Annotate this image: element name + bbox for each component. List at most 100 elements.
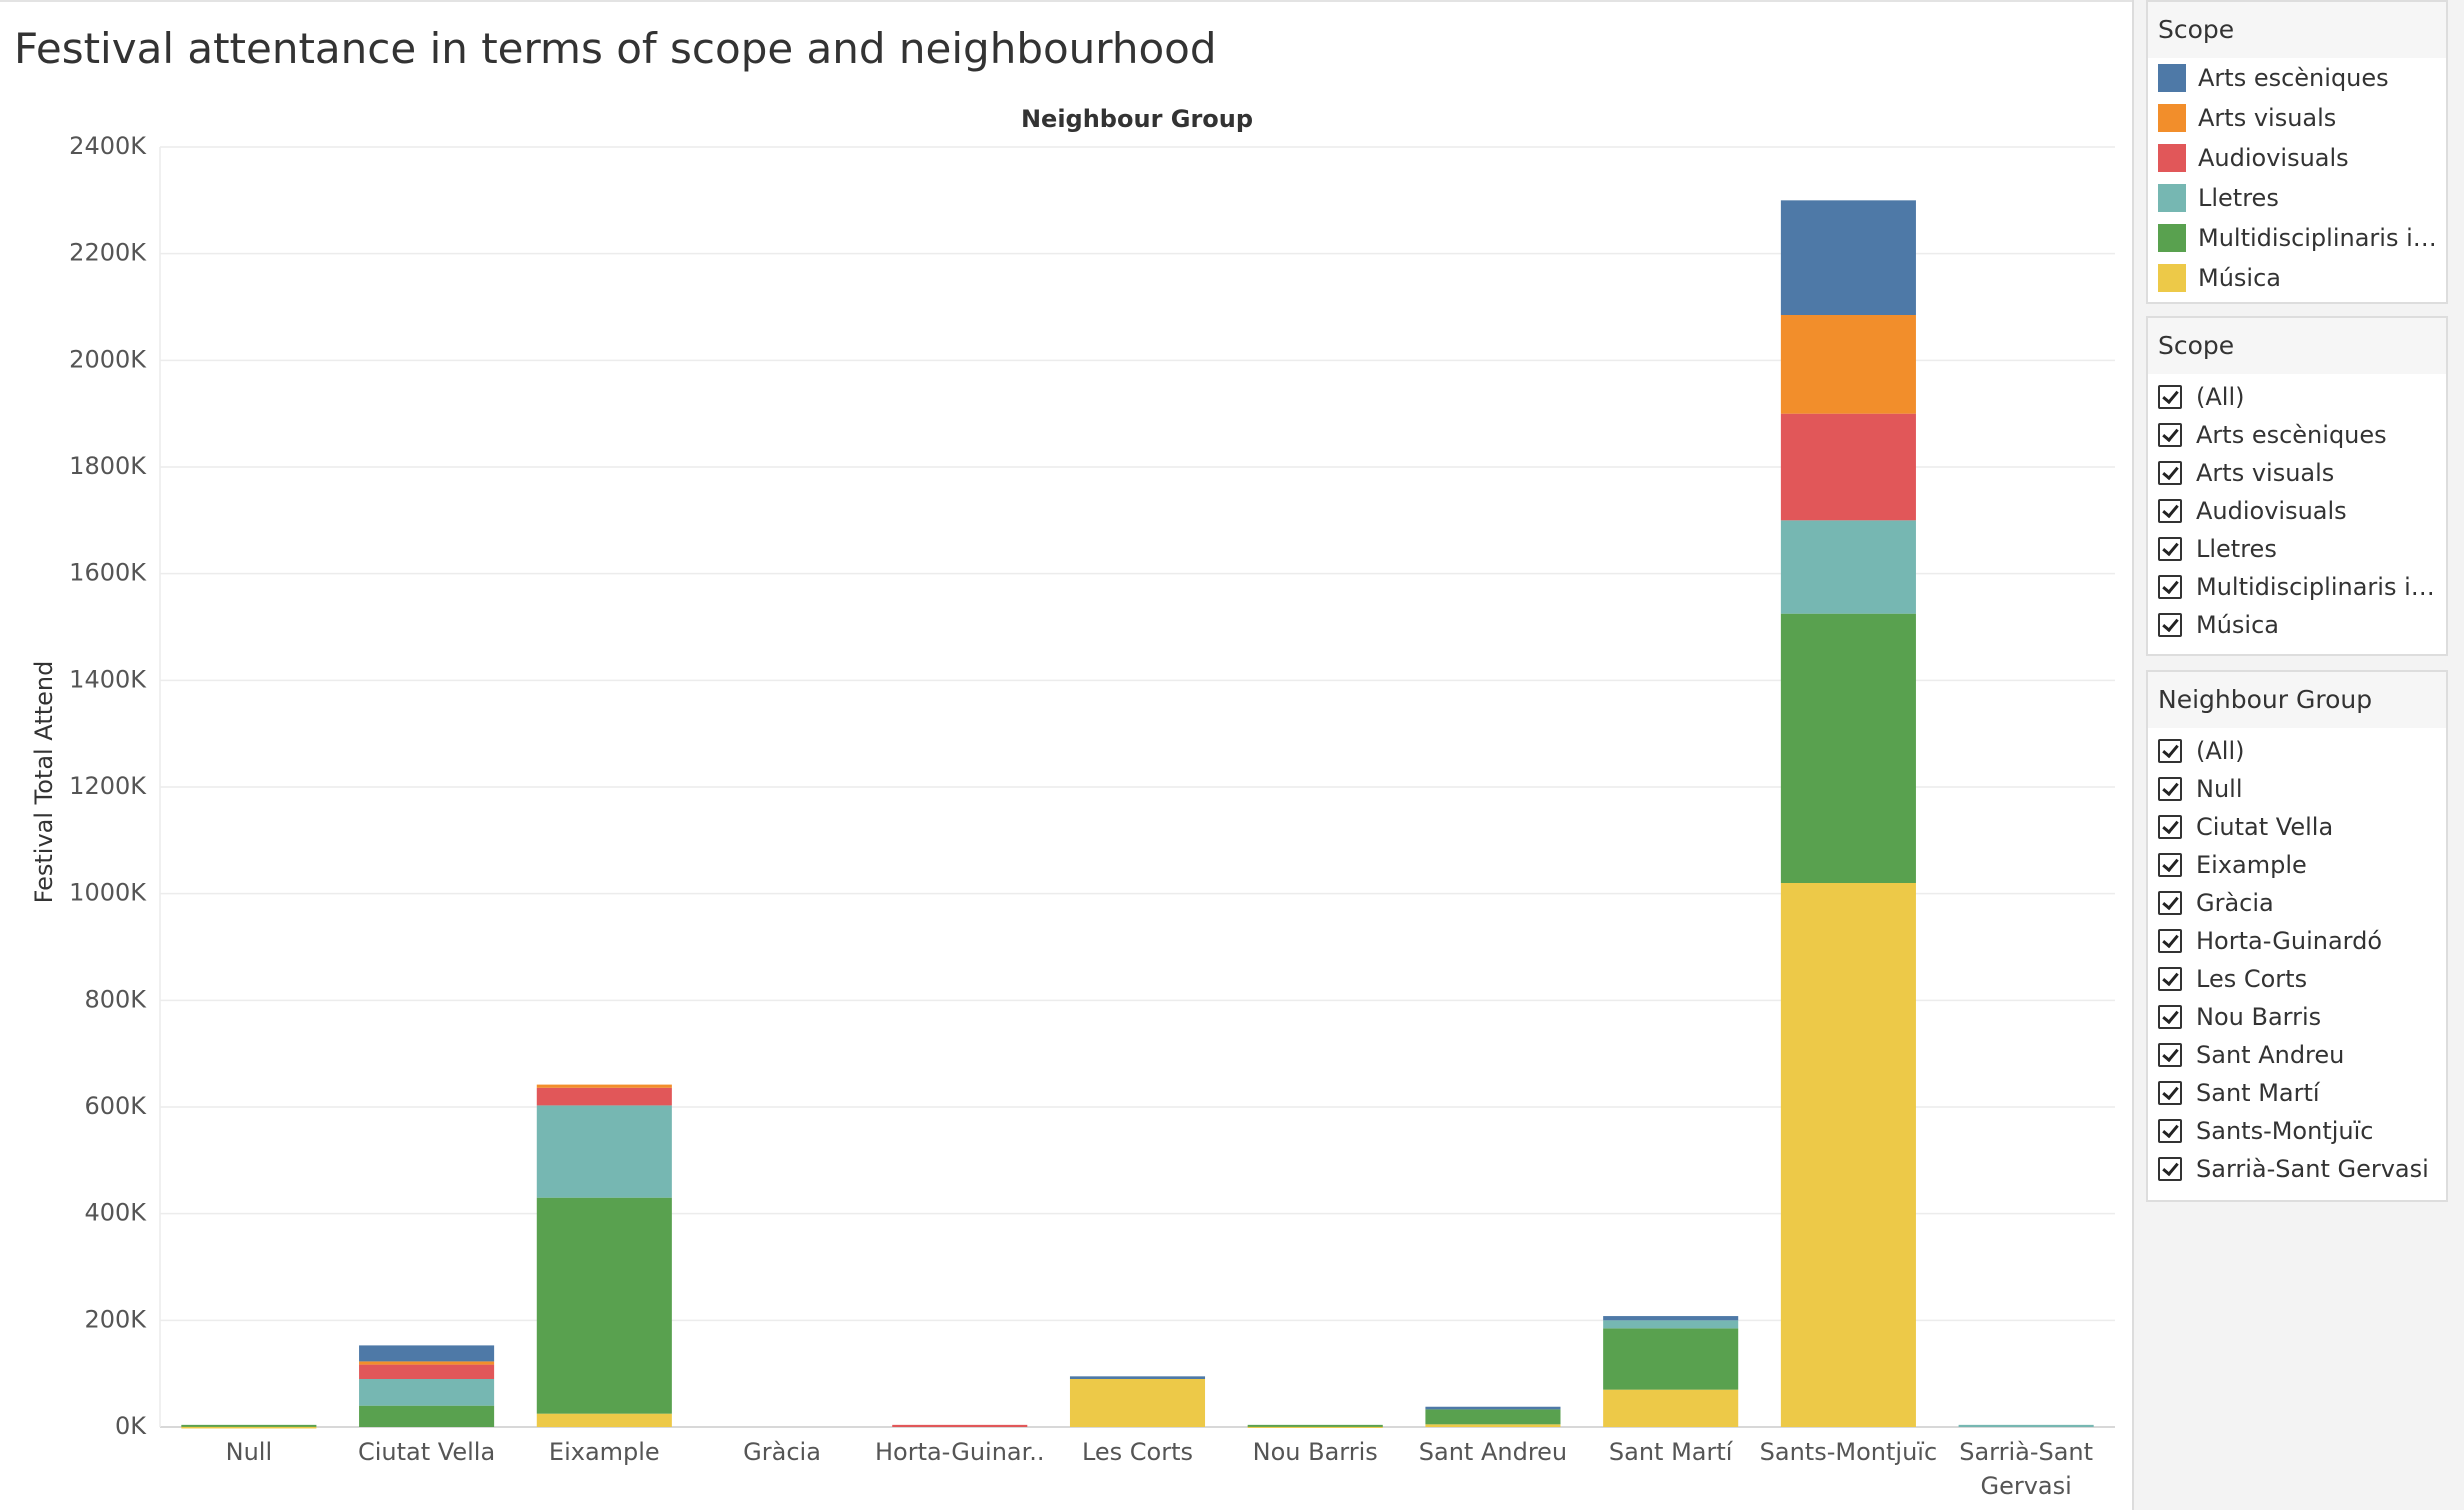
x-tick-label: Sant Martí (1609, 1438, 1734, 1466)
scope-filter-option[interactable]: Arts escèniques (2148, 416, 2446, 454)
neighbour-filter-option[interactable]: Les Corts (2148, 960, 2446, 998)
scope-filter-option[interactable]: Música (2148, 606, 2446, 644)
checkbox-checked-icon[interactable] (2158, 891, 2182, 915)
legend-swatch (2158, 64, 2186, 92)
neighbour-filter-option[interactable]: Nou Barris (2148, 998, 2446, 1036)
y-tick-label: 600K (84, 1092, 147, 1120)
neighbour-filter-option-label: Null (2196, 775, 2243, 803)
legend-item[interactable]: Multidisciplinaris i al.. (2148, 218, 2446, 258)
scope-filter-option-label: Lletres (2196, 535, 2277, 563)
bar-segment[interactable] (181, 1424, 317, 1427)
legend-item[interactable]: Arts visuals (2148, 98, 2446, 138)
bar-segment[interactable] (536, 1197, 672, 1414)
neighbour-filter-option[interactable]: Sarrià-Sant Gervasi (2148, 1150, 2446, 1188)
bar-segment[interactable] (1603, 1328, 1739, 1390)
neighbour-filter-option-label: Sarrià-Sant Gervasi (2196, 1155, 2429, 1183)
bar-segment[interactable] (1069, 1376, 1206, 1379)
scope-filter-option[interactable]: Arts visuals (2148, 454, 2446, 492)
bar-segment[interactable] (1780, 315, 1916, 414)
neighbour-filter-option[interactable]: (All) (2148, 732, 2446, 770)
checkbox-checked-icon[interactable] (2158, 385, 2182, 409)
neighbour-filter-option[interactable]: Sant Martí (2148, 1074, 2446, 1112)
bar-segment[interactable] (536, 1413, 672, 1427)
bar-segment[interactable] (359, 1405, 495, 1427)
bar-segment[interactable] (892, 1424, 1028, 1427)
y-tick-label: 800K (84, 985, 147, 1013)
checkbox-checked-icon[interactable] (2158, 739, 2182, 763)
bar-segment[interactable] (1069, 1379, 1206, 1427)
bar-segment[interactable] (1247, 1424, 1383, 1427)
checkbox-checked-icon[interactable] (2158, 613, 2182, 637)
scope-filter-option-label: (All) (2196, 383, 2245, 411)
checkbox-checked-icon[interactable] (2158, 853, 2182, 877)
bar-segment[interactable] (1780, 520, 1916, 614)
bar-segment[interactable] (536, 1084, 672, 1088)
neighbour-filter-option[interactable]: Sants-Montjuïc (2148, 1112, 2446, 1150)
bar-segment[interactable] (1958, 1424, 2094, 1427)
neighbour-filter-option[interactable]: Horta-Guinardó (2148, 922, 2446, 960)
checkbox-checked-icon[interactable] (2158, 1157, 2182, 1181)
checkbox-checked-icon[interactable] (2158, 499, 2182, 523)
legend-item[interactable]: Lletres (2148, 178, 2446, 218)
checkbox-checked-icon[interactable] (2158, 1119, 2182, 1143)
y-tick-label: 400K (84, 1199, 147, 1227)
checkbox-checked-icon[interactable] (2158, 1005, 2182, 1029)
checkbox-checked-icon[interactable] (2158, 1081, 2182, 1105)
bar-segment[interactable] (1247, 1425, 1383, 1428)
scope-filter-option[interactable]: Lletres (2148, 530, 2446, 568)
bar-segment[interactable] (359, 1379, 495, 1406)
neighbour-group-filter: Neighbour Group (All) Null Ciutat Vella Eix… (2146, 670, 2448, 1202)
neighbour-filter-option[interactable]: Null (2148, 770, 2446, 808)
neighbour-filter-option[interactable]: Gràcia (2148, 884, 2446, 922)
neighbour-filter-option-label: Eixample (2196, 851, 2307, 879)
scope-filter-option[interactable]: Audiovisuals (2148, 492, 2446, 530)
legend-swatch (2158, 224, 2186, 252)
y-tick-label: 200K (84, 1305, 147, 1333)
bar-segment[interactable] (1425, 1409, 1561, 1425)
y-tick-label: 2200K (69, 239, 147, 267)
y-tick-label: 1800K (69, 452, 147, 480)
checkbox-checked-icon[interactable] (2158, 537, 2182, 561)
legend-item-label: Arts visuals (2198, 104, 2337, 132)
bar-segment[interactable] (1603, 1320, 1739, 1329)
legend-swatch (2158, 184, 2186, 212)
bar-segment[interactable] (1425, 1424, 1561, 1427)
checkbox-checked-icon[interactable] (2158, 777, 2182, 801)
neighbour-filter-option-label: Nou Barris (2196, 1003, 2322, 1031)
neighbour-filter-option[interactable]: Sant Andreu (2148, 1036, 2446, 1074)
neighbour-filter-option[interactable]: Eixample (2148, 846, 2446, 884)
checkbox-checked-icon[interactable] (2158, 575, 2182, 599)
bar-segment[interactable] (1603, 1316, 1739, 1321)
x-tick-label: Horta-Guinar.. (875, 1438, 1045, 1466)
neighbour-filter-option-label: Les Corts (2196, 965, 2308, 993)
legend-item[interactable]: Música (2148, 258, 2446, 298)
bar-segment[interactable] (359, 1361, 495, 1365)
neighbour-filter-option-label: Ciutat Vella (2196, 813, 2334, 841)
scope-filter-option[interactable]: (All) (2148, 378, 2446, 416)
stacked-bar-chart: 0K 200K 400K 600K 800K 1000K 1200K 1400K 1600K 18… (30, 105, 2115, 1500)
checkbox-checked-icon[interactable] (2158, 929, 2182, 953)
bar-segment[interactable] (359, 1345, 495, 1362)
checkbox-checked-icon[interactable] (2158, 461, 2182, 485)
legend-item[interactable]: Arts escèniques (2148, 58, 2446, 98)
checkbox-checked-icon[interactable] (2158, 1043, 2182, 1067)
bar-segment[interactable] (1780, 413, 1916, 521)
bar-segment[interactable] (1780, 883, 1916, 1427)
bar-segment[interactable] (359, 1364, 495, 1379)
legend-item-label: Lletres (2198, 184, 2279, 212)
checkbox-checked-icon[interactable] (2158, 967, 2182, 991)
legend-item[interactable]: Audiovisuals (2148, 138, 2446, 178)
checkbox-checked-icon[interactable] (2158, 423, 2182, 447)
x-tick-label: Gràcia (743, 1438, 821, 1466)
bar-segment[interactable] (536, 1105, 672, 1198)
x-tick-label: Eixample (549, 1438, 660, 1466)
neighbour-filter-option[interactable]: Ciutat Vella (2148, 808, 2446, 846)
bar-segment[interactable] (1603, 1389, 1739, 1427)
bar-segment[interactable] (181, 1426, 317, 1429)
bar-segment[interactable] (536, 1087, 672, 1106)
bar-segment[interactable] (1780, 200, 1916, 315)
bar-segment[interactable] (1425, 1406, 1561, 1410)
scope-filter-option[interactable]: Multidisciplinaris i ... (2148, 568, 2446, 606)
checkbox-checked-icon[interactable] (2158, 815, 2182, 839)
bar-segment[interactable] (1780, 613, 1916, 883)
